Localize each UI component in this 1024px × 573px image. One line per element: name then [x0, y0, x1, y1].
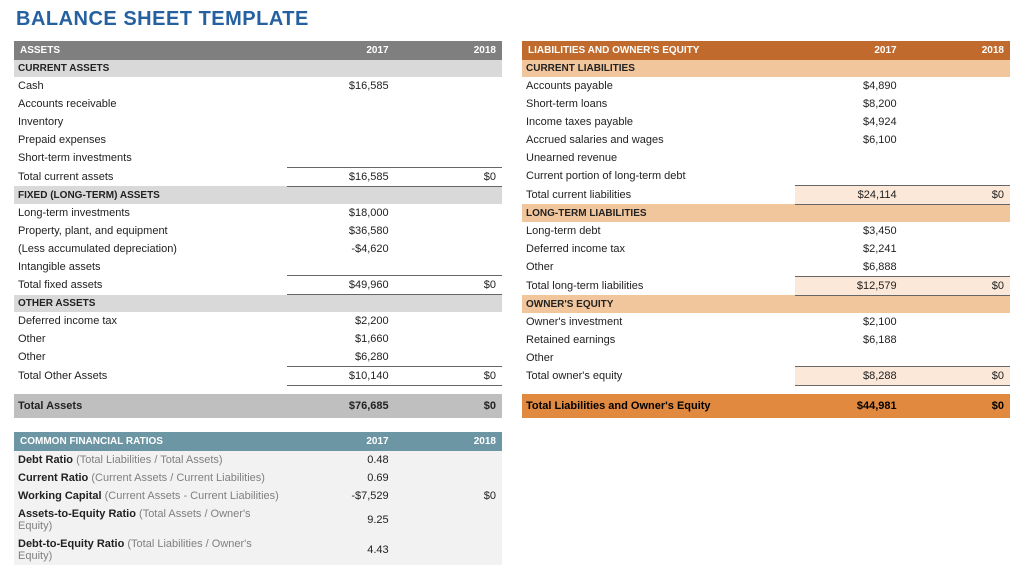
section-other-assets: OTHER ASSETS [14, 295, 502, 313]
section-equity: OWNER'S EQUITY [522, 295, 1010, 313]
row-stinv: Short-term investments [14, 149, 502, 167]
row-cash: Cash$16,585 [14, 77, 502, 95]
row-defincome: Deferred income tax$2,200 [14, 312, 502, 330]
spacer [14, 386, 502, 394]
row-prepaid: Prepaid expenses [14, 131, 502, 149]
assets-header-row: ASSETS 2017 2018 [14, 41, 502, 60]
ratio-debt: Debt Ratio (Total Liabilities / Total As… [14, 451, 502, 469]
ratios-header-row: COMMON FINANCIAL RATIOS 2017 2018 [14, 432, 502, 451]
section-longterm-liab: LONG-TERM LIABILITIES [522, 204, 1010, 222]
row-curportion: Current portion of long-term debt [522, 167, 1010, 185]
row-intangible: Intangible assets [14, 258, 502, 276]
ratios-table: COMMON FINANCIAL RATIOS 2017 2018 Debt R… [14, 432, 502, 565]
row-stloans: Short-term loans$8,200 [522, 95, 1010, 113]
row-eqother: Other [522, 349, 1010, 367]
assets-table: ASSETS 2017 2018 CURRENT ASSETS Cash$16,… [14, 41, 502, 418]
assets-column: ASSETS 2017 2018 CURRENT ASSETS Cash$16,… [14, 41, 502, 565]
row-retained: Retained earnings$6,188 [522, 331, 1010, 349]
row-dep: (Less accumulated depreciation)-$4,620 [14, 240, 502, 258]
liabilities-column: LIABILITIES AND OWNER'S EQUITY 2017 2018… [522, 41, 1010, 418]
row-ltdebt: Long-term debt$3,450 [522, 222, 1010, 240]
section-current-assets: CURRENT ASSETS [14, 60, 502, 77]
row-ppe: Property, plant, and equipment$36,580 [14, 222, 502, 240]
subtotal-longterm-liab: Total long-term liabilities$12,579$0 [522, 276, 1010, 295]
ratio-de: Debt-to-Equity Ratio (Total Liabilities … [14, 535, 502, 565]
subtotal-fixed-assets: Total fixed assets$49,960$0 [14, 276, 502, 295]
assets-header: ASSETS [14, 41, 287, 60]
page-title: BALANCE SHEET TEMPLATE [16, 8, 1010, 31]
row-ownerinv: Owner's investment$2,100 [522, 313, 1010, 331]
ratio-ae: Assets-to-Equity Ratio (Total Assets / O… [14, 505, 502, 535]
year1-header: 2017 [287, 41, 394, 60]
row-ltinv: Long-term investments$18,000 [14, 204, 502, 222]
liabilities-header: LIABILITIES AND OWNER'S EQUITY [522, 41, 795, 60]
row-other1: Other$1,660 [14, 330, 502, 348]
total-assets-row: Total Assets$76,685$0 [14, 394, 502, 418]
row-ltother: Other$6,888 [522, 258, 1010, 277]
row-defincometax: Deferred income tax$2,241 [522, 240, 1010, 258]
liabilities-table: LIABILITIES AND OWNER'S EQUITY 2017 2018… [522, 41, 1010, 418]
row-taxpay: Income taxes payable$4,924 [522, 113, 1010, 131]
total-liab-row: Total Liabilities and Owner's Equity$44,… [522, 394, 1010, 418]
main-columns: ASSETS 2017 2018 CURRENT ASSETS Cash$16,… [14, 41, 1010, 565]
row-ar: Accounts receivable [14, 95, 502, 113]
subtotal-current-assets: Total current assets$16,585$0 [14, 167, 502, 186]
ratios-header: COMMON FINANCIAL RATIOS [14, 432, 287, 451]
row-other2: Other$6,280 [14, 348, 502, 367]
ratio-current: Current Ratio (Current Assets / Current … [14, 469, 502, 487]
spacer [522, 386, 1010, 394]
row-ap: Accounts payable$4,890 [522, 77, 1010, 95]
subtotal-equity: Total owner's equity$8,288$0 [522, 367, 1010, 386]
year2-header: 2018 [395, 41, 502, 60]
ratio-wc: Working Capital (Current Assets - Curren… [14, 487, 502, 505]
section-current-liab: CURRENT LIABILITIES [522, 60, 1010, 77]
subtotal-other-assets: Total Other Assets$10,140$0 [14, 367, 502, 386]
row-inventory: Inventory [14, 113, 502, 131]
subtotal-current-liab: Total current liabilities$24,114$0 [522, 185, 1010, 204]
row-accrued: Accrued salaries and wages$6,100 [522, 131, 1010, 149]
liabilities-header-row: LIABILITIES AND OWNER'S EQUITY 2017 2018 [522, 41, 1010, 60]
row-unearned: Unearned revenue [522, 149, 1010, 167]
section-fixed-assets: FIXED (LONG-TERM) ASSETS [14, 186, 502, 204]
